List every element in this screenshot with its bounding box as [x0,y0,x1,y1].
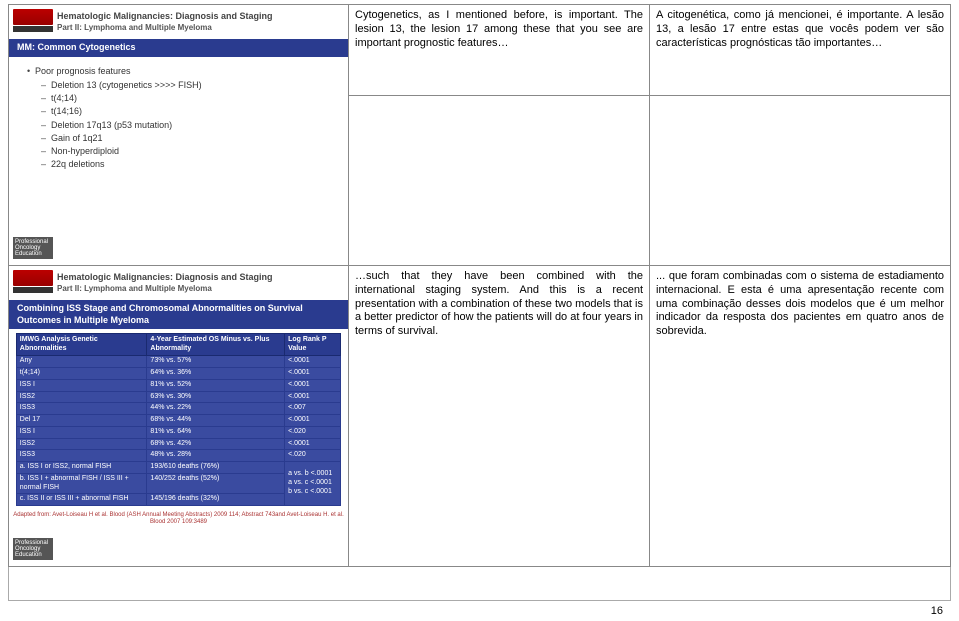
iss-table: IMWG Analysis Genetic Abnormalities 4-Ye… [16,333,341,506]
table-row-2: Hematologic Malignancies: Diagnosis and … [9,266,951,567]
table-row: ISS I81% vs. 52%<.0001 [16,379,340,391]
th-pval: Log Rank P Value [285,333,341,356]
sub-bullet: t(4;14) [41,93,340,104]
empty-cell [349,96,650,266]
slide-2-subtitle: Part II: Lymphoma and Multiple Myeloma [57,284,342,294]
mdanderson-logo [13,9,53,25]
sub-bullet: Deletion 17q13 (p53 mutation) [41,120,340,131]
table-row: Del 1768% vs. 44%<.0001 [16,415,340,427]
slide-2-cell: Hematologic Malignancies: Diagnosis and … [9,266,349,567]
layout-table: Hematologic Malignancies: Diagnosis and … [8,4,951,567]
table-row: ISS263% vs. 30%<.0001 [16,391,340,403]
table-row: ISS268% vs. 42%<.0001 [16,438,340,450]
table-row: t(4;14)64% vs. 36%<.0001 [16,368,340,380]
sub-bullet: 22q deletions [41,159,340,170]
sub-bullet: Deletion 13 (cytogenetics >>>> FISH) [41,80,340,91]
sub-bullet: t(14;16) [41,106,340,117]
slide-2-title: Hematologic Malignancies: Diagnosis and … [57,272,342,283]
poe-badge: Professional Oncology Education [13,237,53,259]
table-row-1: Hematologic Malignancies: Diagnosis and … [9,5,951,96]
sub-bullet: Gain of 1q21 [41,133,340,144]
table-row: Any73% vs. 57%<.0001 [16,356,340,368]
sub-bullet: Non-hyperdiploid [41,146,340,157]
table-header-row: IMWG Analysis Genetic Abnormalities 4-Ye… [16,333,340,356]
th-os: 4-Year Estimated OS Minus vs. Plus Abnor… [147,333,285,356]
table-row: a. ISS I or ISS2, normal FISH193/610 dea… [16,462,340,474]
table-row: ISS344% vs. 22%<.007 [16,403,340,415]
poe-badge: Professional Oncology Education [13,538,53,560]
slide-1-header: Hematologic Malignancies: Diagnosis and … [9,5,348,35]
slide-2-citation: Adapted from: Avet-Loiseau H et al. Bloo… [9,510,348,528]
table-row: ISS I81% vs. 64%<.020 [16,426,340,438]
slide-1-cell: Hematologic Malignancies: Diagnosis and … [9,5,349,266]
row1-en-text: Cytogenetics, as I mentioned before, is … [349,5,650,96]
slide-2: Hematologic Malignancies: Diagnosis and … [9,266,348,566]
slide-1: Hematologic Malignancies: Diagnosis and … [9,5,348,265]
page-number: 16 [931,605,943,617]
row3-en-text: …such that they have been combined with … [349,266,650,567]
slide-2-banner: Combining ISS Stage and Chromosomal Abno… [9,300,348,329]
slide-1-banner: MM: Common Cytogenetics [9,39,348,56]
row1-pt-text: A citogenética, como já mencionei, é imp… [650,5,951,96]
slide-2-header: Hematologic Malignancies: Diagnosis and … [9,266,348,296]
th-abnorm: IMWG Analysis Genetic Abnormalities [16,333,147,356]
slide-1-body: Poor prognosis features Deletion 13 (cyt… [9,57,348,179]
mdanderson-logo [13,270,53,286]
slide-1-title: Hematologic Malignancies: Diagnosis and … [57,11,342,22]
table-row: ISS348% vs. 28%<.020 [16,450,340,462]
slide-1-subtitle: Part II: Lymphoma and Multiple Myeloma [57,23,342,33]
bullet-prognosis: Poor prognosis features [27,66,340,77]
row3-pt-text: ... que foram combinadas com o sistema d… [650,266,951,567]
empty-cell [650,96,951,266]
